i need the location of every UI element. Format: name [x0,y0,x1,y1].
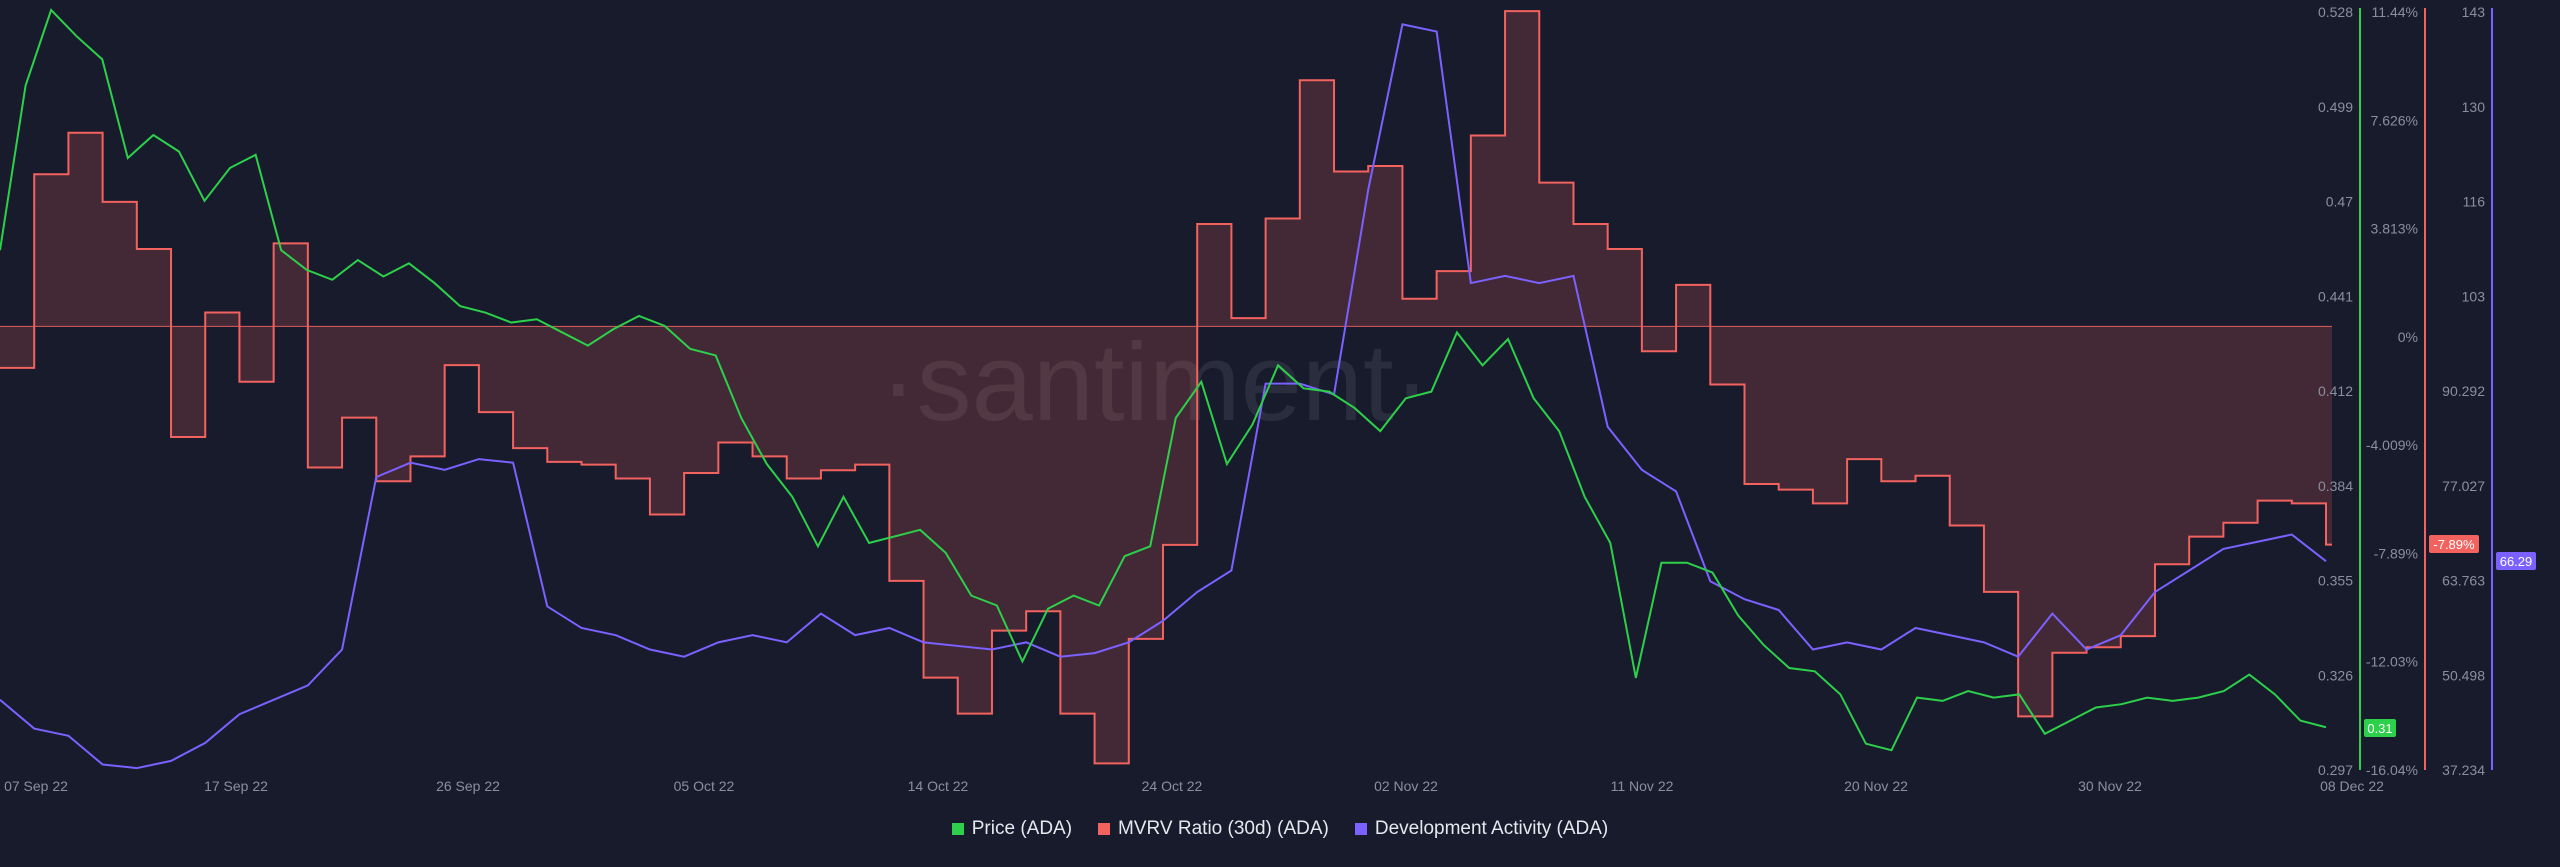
x-tick-label: 24 Oct 22 [1142,778,1203,794]
price-tick-label: 0.441 [2318,288,2353,304]
dev-tick-label: 77.027 [2442,478,2485,494]
price-line [0,8,2327,752]
price-tick-label: 0.326 [2318,667,2353,683]
legend-item-dev[interactable]: Development Activity (ADA) [1354,818,1609,840]
mvrv-tick-label: -16.04% [2366,762,2418,778]
dev-activity-line [0,23,2327,770]
dev-tick-label: 50.498 [2442,667,2485,683]
mvrv-line [0,10,2332,765]
dev-tick-label: 37.234 [2442,762,2485,778]
x-tick-label: 05 Oct 22 [674,778,735,794]
dev-swatch-icon [1354,823,1367,835]
watermark: ·santiment· [880,321,1430,444]
dev-tick-label: 143 [2462,4,2486,20]
mvrv-series [0,10,2332,765]
dev-tick-label: 103 [2462,288,2486,304]
x-tick-label: 07 Sep 22 [4,778,68,794]
price-tick-label: 0.355 [2318,573,2353,589]
x-tick-label: 26 Sep 22 [436,778,500,794]
mvrv-tick-label: -4.009% [2366,437,2418,453]
x-tick-label: 02 Nov 22 [1374,778,1438,794]
price-current-value: 0.31 [2367,721,2392,736]
price-tick-label: 0.412 [2318,383,2353,399]
legend-item-price[interactable]: Price (ADA) [951,818,1073,840]
dev-tick-label: 116 [2463,194,2486,210]
mvrv-tick-label: 11.44% [2372,4,2418,20]
chart-legend: Price (ADA) MVRV Ratio (30d) (ADA) Devel… [0,818,2560,840]
x-tick-label: 14 Oct 22 [908,778,969,794]
price-tick-label: 0.384 [2318,478,2353,494]
mvrv-tick-label: -12.03% [2366,654,2418,670]
x-tick-label: 08 Dec 22 [2320,778,2384,794]
price-tick-label: 0.297 [2318,762,2353,778]
price-series [0,8,2327,752]
price-current-badge [2364,719,2396,737]
price-tick-label: 0.499 [2318,99,2353,115]
x-tick-label: 17 Sep 22 [204,778,268,794]
legend-label-price: Price (ADA) [971,818,1073,839]
dev-tick-label: 130 [2462,99,2486,115]
price-tick-label: 0.47 [2326,194,2353,210]
dev-tick-label: 63.763 [2442,573,2485,589]
legend-item-mvrv[interactable]: MVRV Ratio (30d) (ADA) [1098,818,1329,840]
mvrv-tick-label: 0% [2398,329,2418,345]
legend-label-mvrv: MVRV Ratio (30d) (ADA) [1118,818,1329,839]
axes: 0.528 0.499 0.47 0.441 0.412 0.384 0.355 0.326 0… [4,4,2536,794]
mvrv-current-badge [2429,535,2479,553]
dev-tick-label: 90.292 [2442,383,2485,399]
x-tick-label: 11 Nov 22 [1611,778,1674,794]
mvrv-current-value: -7.89% [2433,537,2475,552]
price-tick-label: 0.528 [2318,4,2353,20]
x-tick-label: 20 Nov 22 [1844,778,1908,794]
dev-activity-series [0,23,2327,770]
dev-current-badge [2496,552,2536,570]
mvrv-swatch-icon [1098,823,1111,835]
mvrv-tick-label: 3.813% [2371,221,2418,237]
legend-label-dev: Development Activity (ADA) [1374,818,1609,839]
mvrv-tick-label: 7.626% [2371,112,2418,128]
mvrv-tick-label: -7.89% [2374,545,2418,561]
price-swatch-icon [951,823,964,835]
mvrv-area [0,11,2332,764]
dev-current-value: 66.29 [2500,554,2533,569]
x-tick-label: 30 Nov 22 [2078,778,2142,794]
